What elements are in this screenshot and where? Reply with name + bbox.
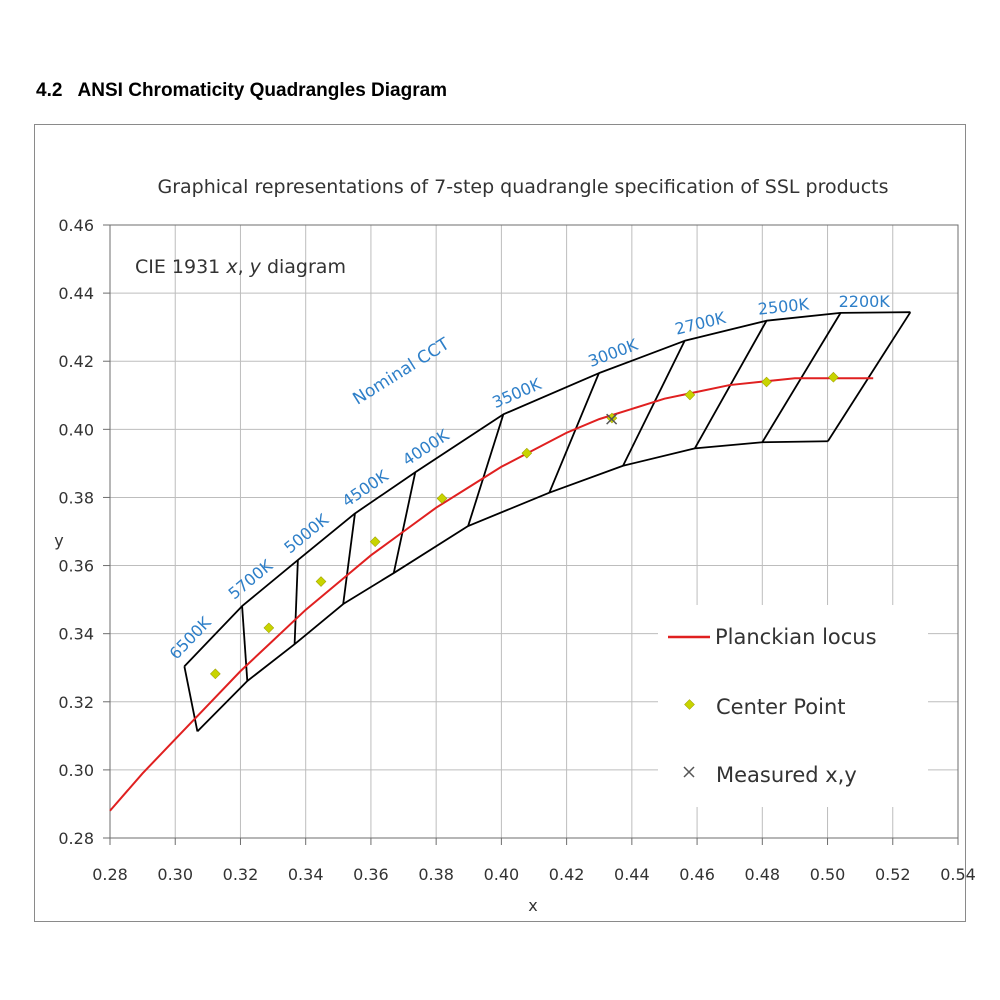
measured-point-marker bbox=[606, 413, 618, 425]
quadrangle-divider bbox=[342, 513, 356, 605]
legend-center-label: Center Point bbox=[716, 695, 846, 719]
cct-label: 3000K bbox=[586, 335, 641, 371]
figure-frame bbox=[34, 124, 966, 922]
x-tick-label: 0.48 bbox=[744, 865, 780, 884]
y-tick-label: 0.30 bbox=[58, 761, 94, 780]
subtitle-part: , bbox=[238, 256, 250, 278]
center-point-marker bbox=[828, 371, 839, 383]
x-tick-label: 0.52 bbox=[875, 865, 911, 884]
cct-label: 2500K bbox=[757, 294, 810, 318]
x-tick-label: 0.44 bbox=[614, 865, 650, 884]
diagram-subtitle: CIE 1931 x, y diagram bbox=[135, 256, 346, 278]
x-tick-label: 0.54 bbox=[940, 865, 976, 884]
y-tick-label: 0.40 bbox=[58, 420, 94, 439]
cct-label: 6500K bbox=[166, 613, 216, 663]
quadrangle-divider bbox=[392, 472, 417, 574]
x-tick-label: 0.40 bbox=[484, 865, 520, 884]
cct-label: 3500K bbox=[489, 374, 544, 412]
y-axis-label: y bbox=[54, 531, 63, 550]
subtitle-part-italic: x bbox=[225, 256, 238, 278]
y-tick-label: 0.32 bbox=[58, 693, 94, 712]
legend-measured-label: Measured x,y bbox=[716, 763, 857, 787]
quadrangle-divider bbox=[827, 311, 912, 442]
x-tick-label: 0.38 bbox=[418, 865, 454, 884]
y-tick-label: 0.46 bbox=[58, 216, 94, 235]
center-point-marker bbox=[684, 389, 696, 401]
x-tick-label: 0.30 bbox=[157, 865, 193, 884]
quadrangle-divider bbox=[622, 340, 686, 467]
subtitle-part: diagram bbox=[261, 256, 346, 278]
legend-box bbox=[658, 605, 928, 807]
cct-label: 4000K bbox=[399, 425, 453, 469]
center-point-marker bbox=[315, 576, 327, 587]
x-tick-label: 0.42 bbox=[549, 865, 585, 884]
quadrangle-divider bbox=[548, 372, 600, 494]
legend-center-marker bbox=[684, 699, 695, 710]
legend-measured-marker bbox=[683, 766, 695, 778]
y-tick-layer: 0.28 0.30 0.32 0.34 0.36 0.38 0.40 0.42 0.44 0.46 bbox=[58, 216, 110, 848]
center-point-marker bbox=[369, 536, 381, 548]
x-tick-label: 0.32 bbox=[223, 865, 259, 884]
chart-title: Graphical representations of 7-step quad… bbox=[158, 176, 889, 198]
y-tick-label: 0.42 bbox=[58, 352, 94, 371]
subtitle-part-italic: y bbox=[249, 256, 262, 278]
x-tick-label: 0.36 bbox=[353, 865, 389, 884]
cct-label: 4500K bbox=[338, 466, 391, 511]
x-tick-label: 0.34 bbox=[288, 865, 324, 884]
cct-label: 2200K bbox=[839, 292, 891, 311]
y-tick-label: 0.28 bbox=[58, 829, 94, 848]
center-point-marker bbox=[263, 622, 275, 634]
legend-locus-label: Planckian locus bbox=[715, 625, 877, 649]
center-point-marker bbox=[210, 668, 221, 680]
nominal-cct-label: Nominal CCT bbox=[349, 334, 453, 409]
x-tick-layer: 0.28 0.30 0.32 0.34 0.36 0.38 0.40 0.42 0.44 0.46… bbox=[92, 838, 976, 884]
x-tick-label: 0.50 bbox=[810, 865, 846, 884]
cct-label: 2700K bbox=[673, 308, 728, 339]
center-point-marker bbox=[521, 447, 533, 459]
cct-label: 5000K bbox=[280, 510, 332, 557]
center-point-marker bbox=[761, 376, 772, 388]
x-tick-label: 0.46 bbox=[679, 865, 715, 884]
x-axis-label: x bbox=[528, 896, 537, 915]
x-tick-label: 0.28 bbox=[92, 865, 128, 884]
legend: Planckian locus Center Point Measured x,… bbox=[658, 605, 928, 807]
cct-label: 5700K bbox=[225, 556, 277, 604]
quadrangle-layer bbox=[183, 311, 912, 733]
quadrangle-divider bbox=[467, 414, 505, 527]
point-layer bbox=[210, 371, 839, 680]
quadrangle-divider bbox=[293, 560, 299, 645]
quadrangle-divider bbox=[241, 606, 249, 682]
subtitle-part: CIE 1931 bbox=[135, 256, 226, 278]
y-tick-label: 0.44 bbox=[58, 284, 94, 303]
plot-area-border bbox=[109, 224, 959, 839]
y-tick-label: 0.36 bbox=[58, 557, 94, 576]
y-tick-label: 0.34 bbox=[58, 625, 94, 644]
center-point-marker bbox=[436, 493, 448, 504]
section-heading: 4.2 ANSI Chromaticity Quadrangles Diagra… bbox=[36, 80, 448, 101]
quadrangle-divider bbox=[183, 666, 199, 732]
y-tick-label: 0.38 bbox=[58, 488, 94, 507]
